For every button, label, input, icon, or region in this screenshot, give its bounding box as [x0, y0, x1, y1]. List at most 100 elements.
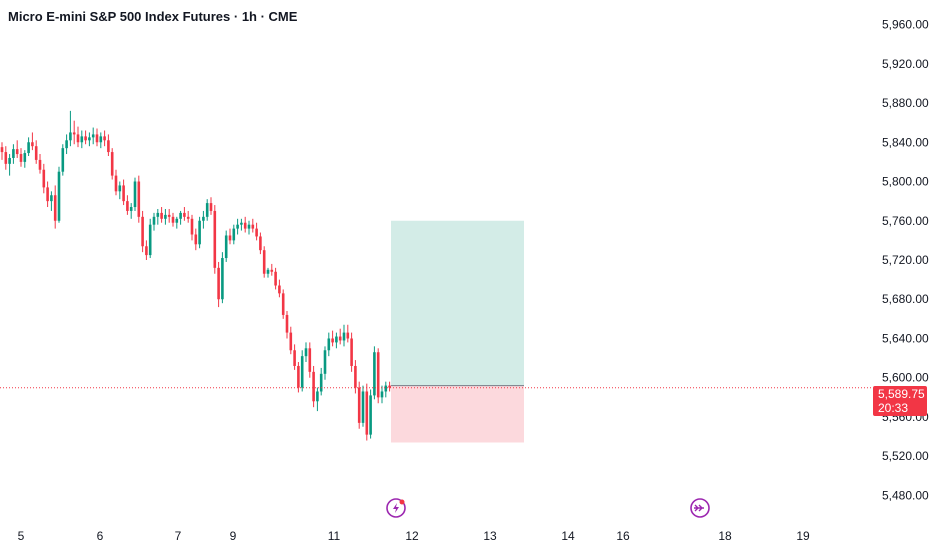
stop-zone[interactable] [391, 385, 524, 443]
candle-body [160, 212, 163, 219]
candle-body [297, 365, 300, 388]
candle-body [95, 134, 99, 143]
candle-body [107, 140, 110, 153]
candle-body [65, 140, 68, 149]
candle-body [76, 134, 80, 143]
candle-body [209, 203, 213, 211]
candle-body [308, 348, 312, 372]
candle-body [384, 385, 388, 392]
candle-body [198, 220, 201, 245]
candle-body [369, 395, 372, 435]
event-markers[interactable] [386, 498, 710, 518]
price-tick-label: 5,720.00 [882, 253, 929, 267]
price-tick-label: 5,480.00 [882, 488, 929, 502]
candle-body [388, 385, 391, 388]
time-tick-label: 9 [230, 529, 237, 543]
candle-body [50, 195, 53, 202]
candle-body [186, 216, 190, 219]
candle-body [251, 224, 255, 229]
candle-body [122, 185, 125, 202]
candle-body [0, 147, 4, 153]
candle-body [175, 218, 179, 223]
time-tick-label: 19 [796, 529, 810, 543]
candle-body [141, 216, 144, 247]
candle-body [129, 207, 133, 211]
candle-body [72, 132, 76, 135]
candle-body [304, 348, 308, 357]
candle-body [350, 338, 353, 366]
lightning-glyph [393, 503, 399, 513]
time-axis[interactable]: 5 6 7 9 11 12 13 14 16 18 19 [18, 529, 810, 543]
candle-body [380, 391, 384, 398]
candle-body [69, 132, 72, 141]
candle-body [171, 216, 175, 223]
candle-body [312, 371, 315, 402]
time-tick-label: 7 [175, 529, 182, 543]
candle-body [34, 146, 38, 160]
candle-body [228, 235, 232, 241]
candle-body [27, 142, 30, 154]
candle-body [205, 203, 209, 217]
candle-body [46, 187, 49, 202]
candle-body [300, 356, 304, 388]
candle-body [338, 336, 342, 341]
candle-body [183, 212, 186, 217]
candle-body [335, 336, 338, 343]
candle-body [232, 228, 236, 241]
candle-body [53, 195, 57, 221]
price-tick-label: 5,640.00 [882, 331, 929, 345]
target-zone[interactable] [391, 220, 524, 386]
time-tick-label: 13 [483, 529, 497, 543]
candle-body [316, 391, 319, 402]
candle-body [4, 152, 8, 164]
candle-body [167, 214, 171, 217]
lightning-icon[interactable] [386, 498, 406, 518]
candle-body [148, 224, 152, 256]
last-price-value: 5,589.75 [878, 387, 925, 401]
candle-body [376, 352, 380, 398]
price-tick-label: 5,680.00 [882, 292, 929, 306]
long-position-tool[interactable] [391, 220, 524, 443]
candle-body [357, 387, 361, 423]
candle-body [278, 285, 281, 294]
candle-body [156, 212, 160, 217]
candle-body [118, 185, 122, 192]
candle-body [99, 136, 103, 143]
candle-body [61, 148, 65, 172]
candle-body [12, 149, 15, 158]
time-tick-label: 16 [616, 529, 630, 543]
candle-body [361, 391, 365, 423]
candle-body [179, 212, 182, 219]
notification-dot [399, 499, 405, 505]
candle-body [42, 169, 46, 188]
price-axis[interactable]: 5,960.00 5,920.00 5,880.00 5,840.00 5,800.00… [882, 18, 929, 503]
price-tick-label: 5,960.00 [882, 18, 929, 32]
candle-body [224, 235, 228, 259]
time-tick-label: 5 [18, 529, 25, 543]
price-tick-label: 5,760.00 [882, 214, 929, 228]
candle-body [38, 159, 42, 170]
candle-body [247, 224, 251, 229]
last-price-badge: 5,589.75 20:33 [873, 386, 927, 416]
fast-forward-icon[interactable] [690, 498, 710, 518]
price-tick-label: 5,920.00 [882, 57, 929, 71]
candle-body [270, 269, 274, 272]
bar-countdown: 20:33 [878, 401, 909, 415]
candle-body [137, 181, 141, 217]
candle-body [145, 246, 148, 256]
candle-body [19, 154, 23, 162]
candle-body [255, 228, 258, 237]
candle-body [243, 222, 247, 229]
candle-body [23, 153, 27, 162]
candle-body [114, 175, 118, 192]
candle-body [281, 293, 285, 315]
candle-body [266, 269, 270, 274]
candle-body [91, 134, 95, 138]
candle-body [236, 224, 239, 229]
candle-body [274, 271, 277, 286]
candle-body [31, 142, 34, 147]
candle-body [327, 338, 331, 351]
price-tick-label: 5,600.00 [882, 371, 929, 385]
candle-body [152, 216, 156, 225]
